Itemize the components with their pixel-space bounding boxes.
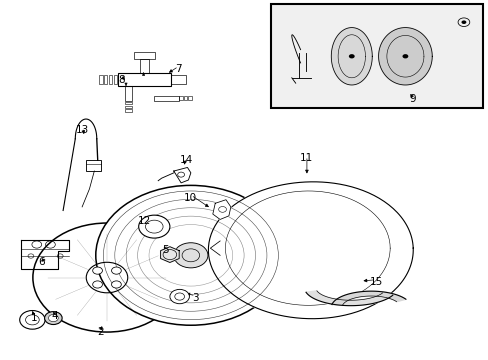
Text: 14: 14	[179, 155, 192, 165]
Text: 2: 2	[97, 327, 104, 337]
Text: 7: 7	[175, 64, 182, 74]
Text: 15: 15	[369, 277, 382, 287]
Text: 6: 6	[38, 257, 44, 267]
Bar	[178, 96, 182, 100]
Circle shape	[48, 315, 58, 321]
Bar	[125, 86, 132, 101]
Circle shape	[33, 223, 181, 332]
Circle shape	[169, 289, 189, 304]
Text: 10: 10	[184, 193, 197, 203]
Bar	[171, 75, 185, 84]
Circle shape	[111, 267, 121, 274]
Text: 4: 4	[51, 311, 58, 321]
Text: 11: 11	[300, 153, 313, 163]
Circle shape	[461, 21, 466, 24]
Polygon shape	[21, 240, 69, 269]
Text: 1: 1	[30, 313, 37, 323]
Polygon shape	[212, 200, 230, 220]
Text: 9: 9	[408, 94, 415, 104]
Bar	[104, 75, 107, 84]
Circle shape	[111, 281, 121, 288]
Bar	[114, 75, 117, 84]
Circle shape	[96, 185, 285, 325]
Circle shape	[139, 215, 169, 238]
Circle shape	[348, 54, 354, 58]
Bar	[183, 96, 187, 100]
Circle shape	[44, 312, 62, 324]
Text: 5: 5	[162, 245, 168, 255]
Bar	[109, 75, 112, 84]
Polygon shape	[331, 28, 371, 85]
Bar	[271, 4, 483, 108]
Circle shape	[173, 243, 207, 268]
Circle shape	[20, 311, 45, 329]
Polygon shape	[173, 167, 190, 183]
Polygon shape	[160, 247, 179, 262]
Bar	[188, 96, 192, 100]
Bar	[154, 96, 178, 101]
Text: 8: 8	[118, 75, 124, 85]
Polygon shape	[331, 291, 405, 305]
Polygon shape	[378, 28, 431, 85]
Polygon shape	[208, 182, 412, 319]
Bar	[86, 160, 101, 171]
Bar	[140, 59, 149, 73]
Text: 12: 12	[138, 216, 151, 226]
Circle shape	[402, 54, 407, 58]
Bar	[125, 102, 132, 104]
Circle shape	[93, 267, 102, 274]
Polygon shape	[305, 291, 392, 306]
Bar	[118, 73, 171, 86]
Text: 3: 3	[192, 293, 199, 303]
Bar	[99, 75, 102, 84]
Text: 13: 13	[76, 125, 89, 135]
Bar	[125, 106, 132, 108]
Circle shape	[93, 281, 102, 288]
Bar	[134, 52, 155, 59]
Bar	[125, 109, 132, 112]
